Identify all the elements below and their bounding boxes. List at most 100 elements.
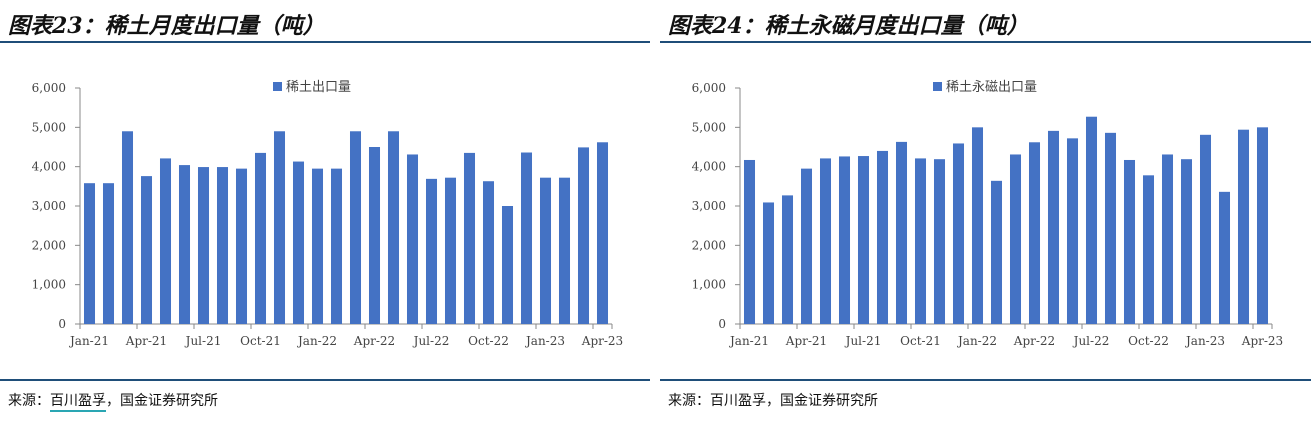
x-tick-label: Jan-23	[524, 334, 565, 348]
bar	[501, 206, 514, 324]
bar	[558, 177, 571, 324]
source-highlight: 百川盈孚	[710, 393, 766, 409]
y-tick-label: 2,000	[32, 238, 66, 252]
bar	[1104, 132, 1117, 324]
bar	[971, 127, 984, 324]
bar	[368, 147, 381, 324]
bar	[838, 156, 851, 324]
bar	[83, 183, 96, 324]
source-rule	[0, 379, 650, 381]
bar	[1218, 191, 1231, 324]
bar	[539, 177, 552, 324]
bar	[1161, 154, 1174, 324]
figure-title: 图表24：稀土永磁月度出口量（吨）	[668, 13, 1029, 39]
chart-panel-left: 图表23：稀土月度出口量（吨） 0 1,000 2,000 3,000 4,000 5,0…	[0, 0, 650, 422]
y-tick-label: 6,000	[692, 81, 726, 95]
y-tick-label: 1,000	[32, 278, 66, 292]
bar	[254, 152, 267, 324]
source-note: 来源：百川盈孚，国金证券研究所	[668, 390, 878, 410]
x-tick-label: Apr-21	[785, 334, 827, 348]
bar	[952, 143, 965, 324]
y-tick-label: 3,000	[692, 199, 726, 213]
y-tick-label: 0	[58, 317, 66, 331]
bar	[330, 168, 343, 324]
source-rest: ，国金证券研究所	[106, 393, 218, 409]
bar	[102, 183, 115, 324]
bar	[425, 178, 438, 324]
bar	[596, 142, 609, 324]
source-highlight: 百川盈孚	[50, 393, 106, 412]
x-tick-label: Oct-22	[468, 334, 509, 348]
bar	[1256, 127, 1269, 324]
x-tick-label: Jul-22	[412, 334, 450, 348]
x-tick-label: Jul-21	[184, 334, 222, 348]
x-tick-label: Jan-21	[68, 334, 109, 348]
x-tick-label: Jan-22	[956, 334, 997, 348]
chart-panel-right: 图表24：稀土永磁月度出口量（吨） 0 1,000 2,000 3,000 4,000 5…	[660, 0, 1311, 422]
y-tick-label: 6,000	[32, 81, 66, 95]
bar	[444, 177, 457, 324]
bar	[273, 131, 286, 324]
x-tick-label: Oct-21	[240, 334, 281, 348]
bar	[349, 131, 362, 324]
x-tick-label: Jan-23	[1184, 334, 1225, 348]
bar	[1199, 134, 1212, 324]
x-tick-label: Apr-23	[1241, 334, 1283, 348]
title-rule	[0, 41, 650, 43]
source-prefix: 来源：	[668, 393, 710, 409]
bar	[178, 165, 191, 324]
y-tick-label: 4,000	[32, 160, 66, 174]
source-rest: ，国金证券研究所	[766, 393, 878, 409]
bar	[800, 168, 813, 324]
y-tick-label: 2,000	[692, 238, 726, 252]
bar	[990, 180, 1003, 324]
x-tick-label: Jan-21	[728, 334, 769, 348]
y-tick-label: 1,000	[692, 278, 726, 292]
legend-label: 稀土出口量	[286, 80, 351, 95]
bar	[781, 195, 794, 324]
bar	[577, 147, 590, 324]
x-tick-label: Oct-21	[900, 334, 941, 348]
source-rule	[660, 379, 1311, 381]
bar	[140, 176, 153, 324]
bar	[463, 152, 476, 324]
y-tick-label: 5,000	[692, 120, 726, 134]
x-tick-label: Jan-22	[296, 334, 337, 348]
bar	[387, 131, 400, 324]
bar	[311, 168, 324, 324]
bar	[762, 202, 775, 324]
bar	[520, 152, 533, 324]
figure-title: 图表23：稀土月度出口量（吨）	[8, 13, 325, 39]
bar	[159, 158, 172, 324]
bar-chart-permanent-magnet-exports: 0 1,000 2,000 3,000 4,000 5,000 6,000 Jan-21 Apr…	[692, 80, 1284, 348]
x-tick-label: Apr-22	[353, 334, 395, 348]
y-tick-label: 0	[718, 317, 726, 331]
legend-swatch	[933, 82, 942, 91]
bar	[1237, 129, 1250, 324]
bar	[933, 159, 946, 324]
bar	[1142, 175, 1155, 324]
bar	[121, 131, 134, 324]
x-tick-label: Apr-22	[1013, 334, 1055, 348]
source-prefix: 来源：	[8, 393, 50, 409]
bar	[1180, 159, 1193, 324]
bar	[819, 158, 832, 324]
legend-label: 稀土永磁出口量	[946, 80, 1037, 95]
bar	[235, 168, 248, 324]
y-tick-label: 3,000	[32, 199, 66, 213]
source-note: 来源：百川盈孚，国金证券研究所	[8, 390, 218, 412]
y-tick-label: 4,000	[692, 160, 726, 174]
bar	[1028, 142, 1041, 324]
x-tick-label: Apr-23	[581, 334, 623, 348]
x-tick-label: Oct-22	[1128, 334, 1169, 348]
bar	[876, 150, 889, 324]
bar	[292, 161, 305, 324]
bar	[482, 181, 495, 324]
bar-chart-rare-earth-exports: 0 1,000 2,000 3,000 4,000 5,000 6,000 Jan-21 Apr…	[32, 80, 624, 348]
bar	[1009, 154, 1022, 324]
legend-swatch	[273, 82, 282, 91]
bar	[857, 156, 870, 324]
bar	[1047, 130, 1060, 324]
x-tick-label: Jul-21	[844, 334, 882, 348]
title-rule	[660, 41, 1311, 43]
